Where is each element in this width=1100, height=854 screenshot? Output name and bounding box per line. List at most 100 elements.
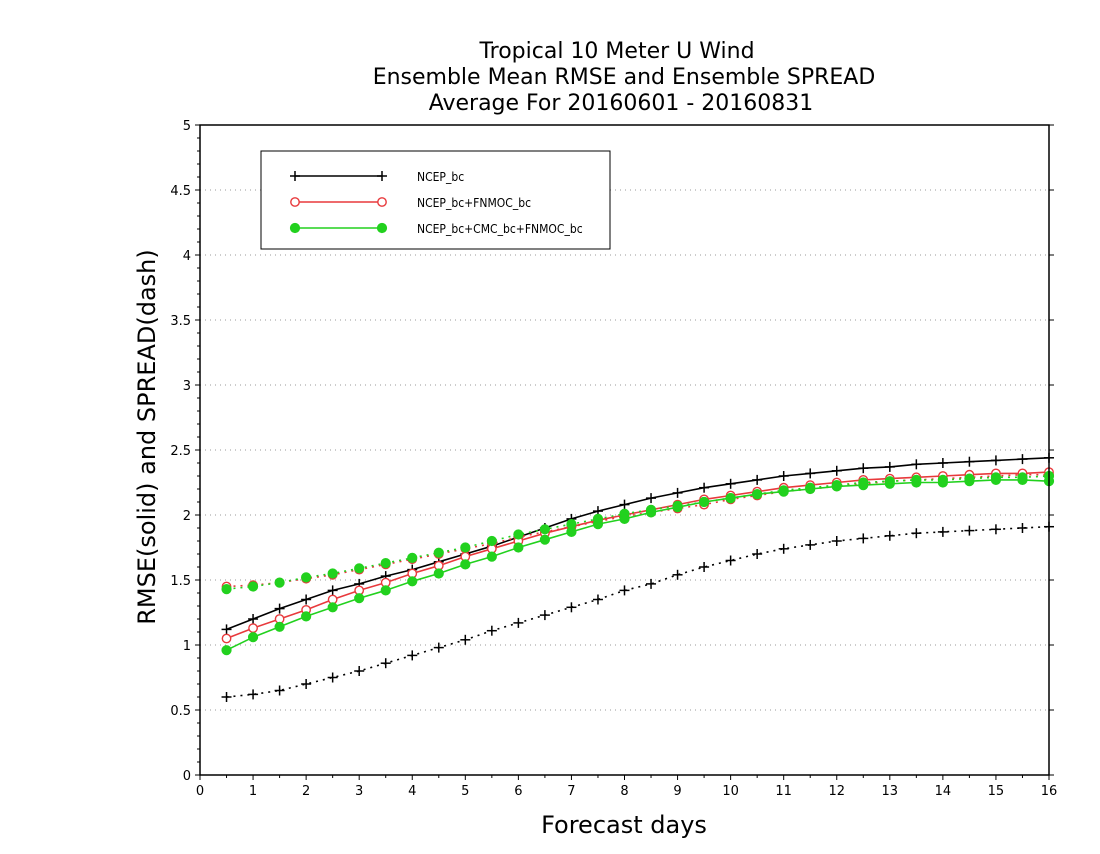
x-tick-label: 0 [196, 784, 204, 799]
y-tick-label: 2 [183, 509, 191, 524]
series-layer [221, 452, 1055, 702]
spread-point [301, 572, 312, 583]
x-tick-label: 2 [302, 784, 310, 799]
rmse-point [248, 614, 259, 624]
spread-point [380, 558, 391, 569]
rmse-point [1017, 474, 1028, 485]
rmse-point [1017, 454, 1028, 465]
axes: 00.511.522.533.544.550 1 2 3 4 5 6 7 8 9 10 11 12 13 1… [170, 119, 1057, 799]
rmse-point [911, 459, 922, 470]
rmse-point [778, 471, 789, 481]
rmse-point [884, 478, 895, 489]
spread-line-NCEP_bc [226, 525, 1050, 698]
spread-point [460, 542, 471, 553]
y-tick-label: 1 [183, 639, 191, 654]
x-axis-title: Forecast days [541, 811, 707, 839]
rmse-line-NCEP_bc+FNMOC_bc [226, 471, 1050, 640]
x-tick-label: 16 [1041, 784, 1058, 799]
spread-point [513, 529, 524, 540]
spread-point [964, 525, 975, 536]
spread-line-NCEP_bc+CMC_bc+FNMOC_bc [226, 475, 1050, 590]
y-tick-label: 3.5 [170, 314, 191, 329]
rmse-point [831, 481, 842, 492]
rmse-point [592, 519, 604, 530]
rmse-point [884, 461, 895, 472]
chart-title-line-1: Tropical 10 Meter U Wind [478, 39, 754, 64]
legend-marker-right [376, 222, 388, 234]
spread-point [672, 569, 683, 580]
y-axis-title: RMSE(solid) and SPREAD(dash) [133, 249, 161, 625]
spread-point [380, 658, 391, 669]
rmse-point [327, 602, 338, 613]
rmse-point [354, 593, 365, 604]
spread-point [831, 536, 842, 546]
spread-point [725, 555, 736, 566]
rmse-point [407, 576, 418, 587]
rmse-point [646, 493, 657, 504]
y-tick-label: 2.5 [170, 444, 191, 459]
rmse-point [327, 585, 338, 596]
legend: NCEP_bc NCEP_bc+FNMOC_bc NCEP_bc+CMC_bc+FN… [260, 150, 611, 250]
x-tick-label: 6 [514, 784, 522, 799]
spread-point [433, 547, 444, 558]
rmse-point [247, 632, 259, 643]
rmse-point [725, 478, 736, 489]
spread-point [752, 549, 763, 559]
y-tick-label: 0.5 [170, 704, 191, 719]
rmse-point [486, 551, 497, 562]
spread-point [486, 625, 497, 636]
rmse-line-NCEP_bc+CMC_bc+FNMOC_bc [226, 479, 1050, 651]
legend-label: NCEP_bc [417, 170, 464, 184]
rmse-point [964, 456, 975, 467]
chart-title: Tropical 10 Meter U Wind Ensemble Mean R… [373, 39, 876, 116]
rmse-point [274, 603, 285, 614]
legend-label: NCEP_bc+FNMOC_bc [417, 196, 531, 210]
rmse-point [858, 480, 869, 491]
x-tick-label: 15 [988, 784, 1005, 799]
rmse-point [221, 645, 232, 656]
spread-point [354, 563, 365, 574]
spread-point [513, 617, 524, 628]
spread-point [460, 634, 471, 645]
legend-marker-right [377, 171, 387, 181]
chart-title-line-2: Ensemble Mean RMSE and Ensemble SPREAD [373, 65, 876, 90]
spread-point [301, 679, 312, 689]
rmse-point [858, 463, 869, 474]
spread-point [619, 585, 630, 596]
spread-point [354, 666, 365, 676]
rmse-point [698, 496, 710, 508]
spread-point [486, 535, 497, 547]
spread-point [1017, 523, 1028, 533]
rmse-point [911, 477, 922, 488]
spread-point [990, 524, 1001, 535]
spread-point [221, 692, 232, 702]
x-tick-label: 13 [882, 784, 899, 799]
x-tick-label: 1 [249, 784, 257, 799]
spread-point [805, 539, 816, 550]
rmse-point [937, 477, 948, 488]
x-tick-label: 14 [935, 784, 952, 799]
series-NCEP_bc+FNMOC_bc [221, 467, 1054, 644]
y-tick-label: 1.5 [170, 574, 191, 589]
legend-marker-left [290, 171, 300, 181]
y-tick-label: 3 [183, 379, 191, 394]
rmse-point [990, 474, 1002, 485]
x-tick-label: 9 [673, 784, 681, 799]
rmse-point [672, 487, 683, 498]
spread-point [221, 584, 232, 595]
spread-point [274, 685, 285, 696]
rmse-point [937, 458, 948, 468]
legend-marker-left [290, 197, 300, 207]
rmse-point [778, 486, 789, 497]
spread-point [327, 672, 338, 683]
spread-point [274, 577, 285, 588]
spread-point [566, 602, 577, 613]
legend-box [260, 150, 611, 250]
legend-label: NCEP_bc+CMC_bc+FNMOC_bc [417, 222, 583, 236]
rmse-point [301, 611, 312, 622]
legend-marker-right [377, 197, 387, 207]
y-tick-label: 5 [183, 119, 191, 134]
rmse-point [699, 482, 710, 493]
x-tick-label: 12 [828, 784, 845, 799]
chart-title-line-3: Average For 20160601 - 20160831 [429, 91, 814, 116]
